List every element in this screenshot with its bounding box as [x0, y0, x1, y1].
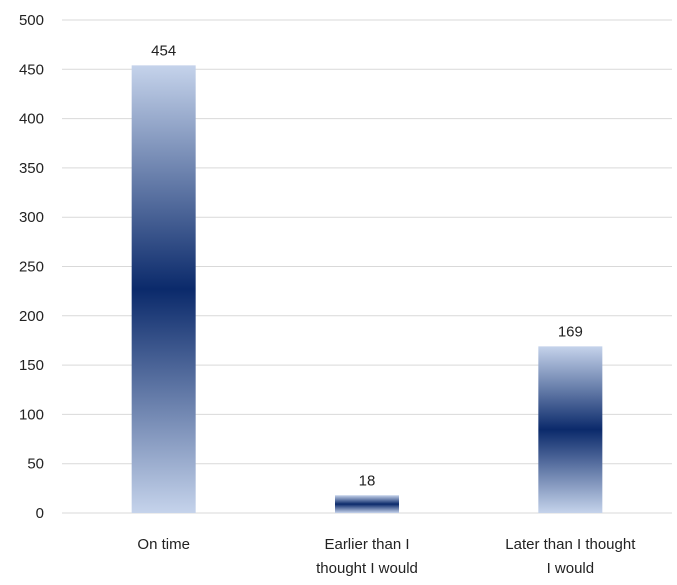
y-axis-tick-labels: 0 50 100 150 200 250 300 350 400 450 500	[19, 12, 44, 522]
bar	[131, 65, 196, 513]
data-label: 169	[558, 323, 583, 340]
category-label: Later than I thought I would	[505, 536, 636, 577]
data-labels: 454 18 169	[151, 42, 583, 489]
y-tick-label: 100	[19, 406, 44, 423]
y-tick-label: 500	[19, 12, 44, 29]
bar	[538, 346, 603, 513]
y-tick-label: 300	[19, 209, 44, 226]
y-tick-label: 350	[19, 160, 44, 177]
y-tick-label: 0	[36, 505, 44, 522]
category-label: On time	[137, 536, 190, 553]
data-label: 18	[359, 472, 376, 489]
y-tick-label: 150	[19, 357, 44, 374]
y-tick-label: 200	[19, 308, 44, 325]
y-tick-label: 450	[19, 61, 44, 78]
y-tick-label: 400	[19, 111, 44, 128]
y-tick-label: 50	[27, 456, 44, 473]
bar	[335, 495, 399, 513]
bars	[131, 65, 603, 513]
data-label: 454	[151, 42, 176, 59]
y-tick-label: 250	[19, 259, 44, 276]
